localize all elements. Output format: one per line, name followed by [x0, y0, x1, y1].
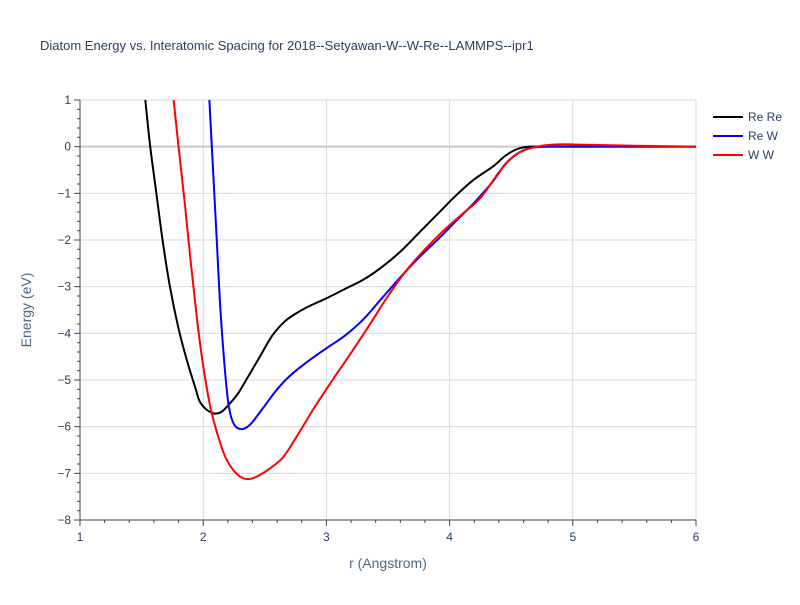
series-layer	[144, 100, 696, 481]
x-tick-label: 1	[77, 530, 84, 544]
axis-layer: 1 2 3 4 5 6 1 0 −1 −2 −3 −4 −5 −6 −7 −8	[57, 93, 699, 544]
y-tick-label: −1	[57, 186, 71, 200]
x-tick-label: 2	[200, 530, 207, 544]
y-tick-label: −2	[57, 233, 71, 247]
legend: Re Re Re W W W	[713, 110, 782, 162]
legend-label-re-w[interactable]: Re W	[748, 129, 779, 143]
legend-label-re-re[interactable]: Re Re	[748, 110, 782, 124]
grid-layer	[80, 99, 697, 520]
y-tick-label: −5	[57, 373, 71, 387]
y-axis-title: Energy (eV)	[18, 273, 34, 348]
y-tick-label: 1	[64, 93, 71, 107]
legend-label-w-w[interactable]: W W	[748, 148, 775, 162]
y-tick-label: −8	[57, 513, 71, 527]
series-line-w-w	[172, 100, 696, 481]
y-tick-label: −3	[57, 280, 71, 294]
y-tick-label: 0	[64, 140, 71, 154]
x-axis-title: r (Angstrom)	[349, 555, 427, 571]
x-tick-label: 5	[569, 530, 576, 544]
x-tick-label: 6	[693, 530, 700, 544]
y-tick-label: −6	[57, 420, 71, 434]
y-tick-label: −7	[57, 466, 71, 480]
chart-title: Diatom Energy vs. Interatomic Spacing fo…	[40, 38, 534, 53]
x-tick-label: 4	[446, 530, 453, 544]
y-tick-label: −4	[57, 326, 71, 340]
x-tick-label: 3	[323, 530, 330, 544]
series-line-re-re	[144, 100, 696, 415]
